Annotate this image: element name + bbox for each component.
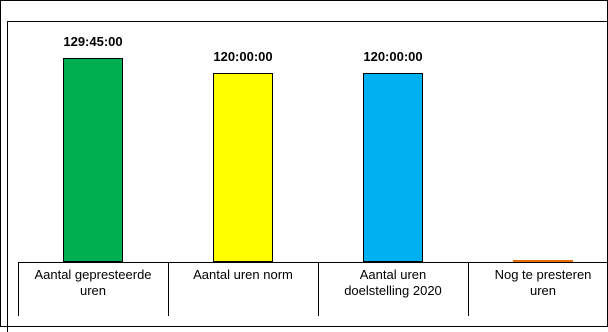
category-divider bbox=[168, 262, 169, 316]
baseline bbox=[18, 262, 607, 263]
value-label: 120:00:00 bbox=[363, 49, 423, 65]
value-label: 120:00:00 bbox=[213, 49, 273, 65]
plot-frame bbox=[7, 21, 608, 332]
category-label: Aantal gepresteerde uren bbox=[34, 267, 152, 298]
bar bbox=[63, 58, 123, 262]
bar bbox=[213, 73, 273, 262]
category-label: Aantal uren norm bbox=[193, 267, 293, 282]
category-divider bbox=[318, 262, 319, 316]
value-label: 129:45:00 bbox=[63, 34, 123, 49]
category-divider bbox=[18, 262, 19, 316]
bar bbox=[363, 73, 423, 262]
bar bbox=[513, 260, 573, 262]
category-divider bbox=[468, 262, 469, 316]
category-label: Nog te presteren uren bbox=[494, 267, 592, 298]
category-label: Aantal uren doelstelling 2020 bbox=[344, 267, 442, 298]
